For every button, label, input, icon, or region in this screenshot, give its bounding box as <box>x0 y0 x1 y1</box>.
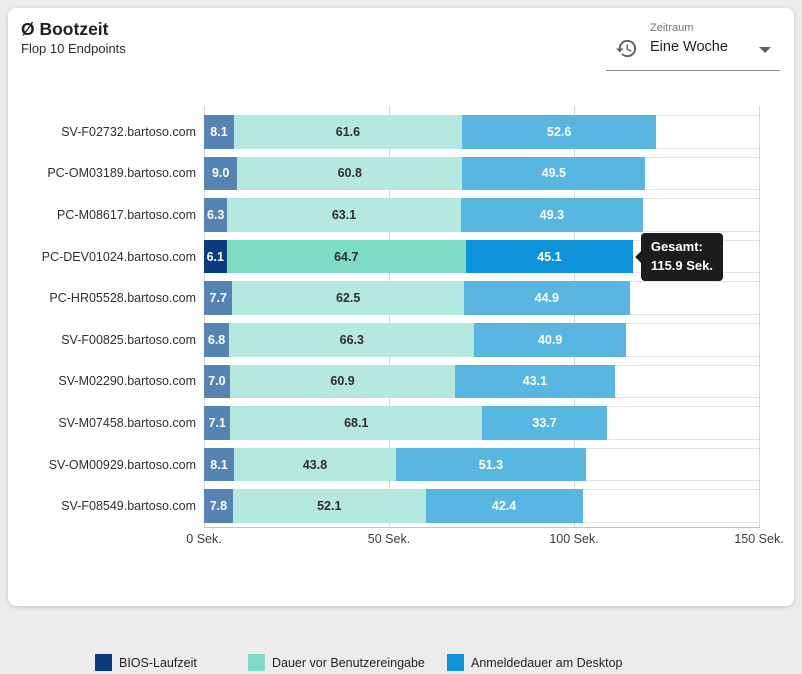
category-label: PC-OM03189.bartoso.com <box>47 166 196 181</box>
category-label: PC-M08617.bartoso.com <box>57 207 196 222</box>
bar-segment[interactable]: 68.1 <box>230 406 483 440</box>
bar-row: SV-M02290.bartoso.com 7.0 60.9 43.1 <box>58 361 759 403</box>
bar-row: SV-M07458.bartoso.com 7.1 68.1 33.7 <box>58 402 759 444</box>
category-label: SV-M02290.bartoso.com <box>58 374 196 389</box>
legend-label: Dauer vor Benutzereingabe <box>272 655 425 670</box>
bar-row: SV-OM00929.bartoso.com 8.1 43.8 51.3 <box>49 444 759 486</box>
bar-segment[interactable]: 33.7 <box>482 406 607 440</box>
category-label: SV-F00825.bartoso.com <box>61 332 196 347</box>
stacked-bar[interactable]: 7.7 62.5 44.9 <box>204 281 630 315</box>
bar-row: PC-M08617.bartoso.com 6.3 63.1 49.3 <box>57 194 759 236</box>
bar-row: PC-DEV01024.bartoso.com 6.1 64.7 45.1 <box>42 236 759 278</box>
stacked-bar[interactable]: 9.0 60.8 49.5 <box>204 156 646 191</box>
bar-row: SV-F02732.bartoso.com 8.1 61.6 52.6 <box>61 111 759 153</box>
boot-time-chart: SV-F02732.bartoso.com 8.1 61.6 52.6 PC-OM031… <box>8 106 794 671</box>
bar-segment[interactable]: 40.9 <box>474 322 626 357</box>
category-label: SV-F02732.bartoso.com <box>61 124 196 139</box>
stacked-bar[interactable]: 6.3 63.1 49.3 <box>204 198 644 232</box>
bar-segment[interactable]: 66.3 <box>229 322 475 357</box>
x-tick-label: 50 Sek. <box>367 532 411 546</box>
bar-segment[interactable]: 9.0 <box>204 156 238 191</box>
bar-segment[interactable]: 60.8 <box>237 156 463 191</box>
category-label: PC-HR05528.bartoso.com <box>49 291 196 306</box>
bar-segment[interactable]: 7.7 <box>204 281 233 315</box>
x-tick-label: 100 Sek. <box>549 532 599 546</box>
category-label: PC-DEV01024.bartoso.com <box>41 249 196 264</box>
x-tick-label: 0 Sek. <box>186 532 222 546</box>
stacked-bar[interactable]: 6.8 66.3 40.9 <box>204 322 626 357</box>
legend-swatch <box>248 654 265 671</box>
bar-segment[interactable]: 49.3 <box>460 198 644 232</box>
period-select-value: Eine Woche <box>650 39 728 55</box>
bar-segment[interactable]: 63.1 <box>227 198 461 232</box>
bar-segment[interactable]: 7.0 <box>204 364 230 399</box>
bar-segment[interactable]: 64.7 <box>226 239 466 274</box>
bar-segment[interactable]: 8.1 <box>204 115 234 149</box>
bar-segment[interactable]: 43.8 <box>233 447 397 482</box>
category-label: SV-OM00929.bartoso.com <box>48 457 196 472</box>
bar-segment[interactable]: 61.6 <box>233 115 462 149</box>
gridline <box>759 106 760 527</box>
plot-rows: SV-F02732.bartoso.com 8.1 61.6 52.6 PC-OM031… <box>42 111 759 527</box>
page-title: Ø Bootzeit <box>21 19 109 39</box>
bar-segment[interactable]: 60.9 <box>229 364 456 399</box>
stacked-bar[interactable]: 8.1 43.8 51.3 <box>204 447 586 482</box>
legend-item: Anmeldedauer am Desktop <box>447 654 622 671</box>
legend-swatch <box>447 654 464 671</box>
bar-segment[interactable]: 6.3 <box>204 198 228 232</box>
bar-segment[interactable]: 51.3 <box>396 447 586 482</box>
bar-segment[interactable]: 62.5 <box>232 281 464 315</box>
bar-segment[interactable]: 6.1 <box>204 239 227 274</box>
bar-segment[interactable]: 7.1 <box>204 406 231 440</box>
legend-item: BIOS-Laufzeit <box>95 654 197 671</box>
page-subtitle: Flop 10 Endpoints <box>21 41 126 56</box>
legend: BIOS-Laufzeit Dauer vor Benutzereingabe An… <box>8 654 794 674</box>
bar-segment[interactable]: 49.5 <box>462 156 646 191</box>
x-tick-label: 150 Sek. <box>734 532 784 546</box>
bar-row: PC-HR05528.bartoso.com 7.7 62.5 44.9 <box>49 277 759 319</box>
bootzeit-card: Ø Bootzeit Flop 10 Endpoints Zeitraum Ei… <box>8 8 794 671</box>
bar-row: PC-OM03189.bartoso.com 9.0 60.8 49.5 <box>47 153 759 195</box>
legend-label: BIOS-Laufzeit <box>119 655 197 670</box>
legend-item: Dauer vor Benutzereingabe <box>248 654 425 671</box>
bar-segment[interactable]: 7.8 <box>204 489 233 523</box>
period-select-label: Zeitraum <box>650 22 694 34</box>
category-label: SV-M07458.bartoso.com <box>58 415 196 430</box>
stacked-bar[interactable]: 7.0 60.9 43.1 <box>204 364 615 399</box>
tooltip-label: Gesamt: <box>650 238 703 254</box>
tooltip: Gesamt: 115.9 Sek. <box>640 232 723 281</box>
stacked-bar[interactable]: 8.1 61.6 52.6 <box>204 115 657 149</box>
bar-segment[interactable]: 44.9 <box>463 281 630 315</box>
chevron-down-icon[interactable] <box>759 47 771 53</box>
stacked-bar[interactable]: 6.1 64.7 45.1 <box>204 239 633 274</box>
plot-area: SV-F02732.bartoso.com 8.1 61.6 52.6 PC-OM031… <box>42 106 784 546</box>
stacked-bar[interactable]: 7.1 68.1 33.7 <box>204 406 607 440</box>
category-label: SV-F08549.bartoso.com <box>61 499 196 514</box>
bar-segment[interactable]: 43.1 <box>455 364 615 399</box>
bar-segment[interactable]: 8.1 <box>204 447 234 482</box>
bar-row: SV-F00825.bartoso.com 6.8 66.3 40.9 <box>61 319 759 361</box>
history-icon <box>615 37 638 60</box>
bar-segment[interactable]: 6.8 <box>204 322 230 357</box>
period-select[interactable]: Zeitraum Eine Woche <box>606 20 780 71</box>
x-axis-line <box>204 527 760 528</box>
stacked-bar[interactable]: 7.8 52.1 42.4 <box>204 489 583 523</box>
legend-label: Anmeldedauer am Desktop <box>471 655 623 670</box>
legend-swatch <box>95 654 112 671</box>
bar-segment[interactable]: 42.4 <box>425 489 583 523</box>
bar-segment[interactable]: 52.1 <box>232 489 426 523</box>
bar-segment[interactable]: 45.1 <box>465 239 633 274</box>
bar-segment[interactable]: 52.6 <box>461 115 657 149</box>
bar-row: SV-F08549.bartoso.com 7.8 52.1 42.4 <box>61 485 759 527</box>
tooltip-value: 115.9 Sek. <box>650 257 713 273</box>
